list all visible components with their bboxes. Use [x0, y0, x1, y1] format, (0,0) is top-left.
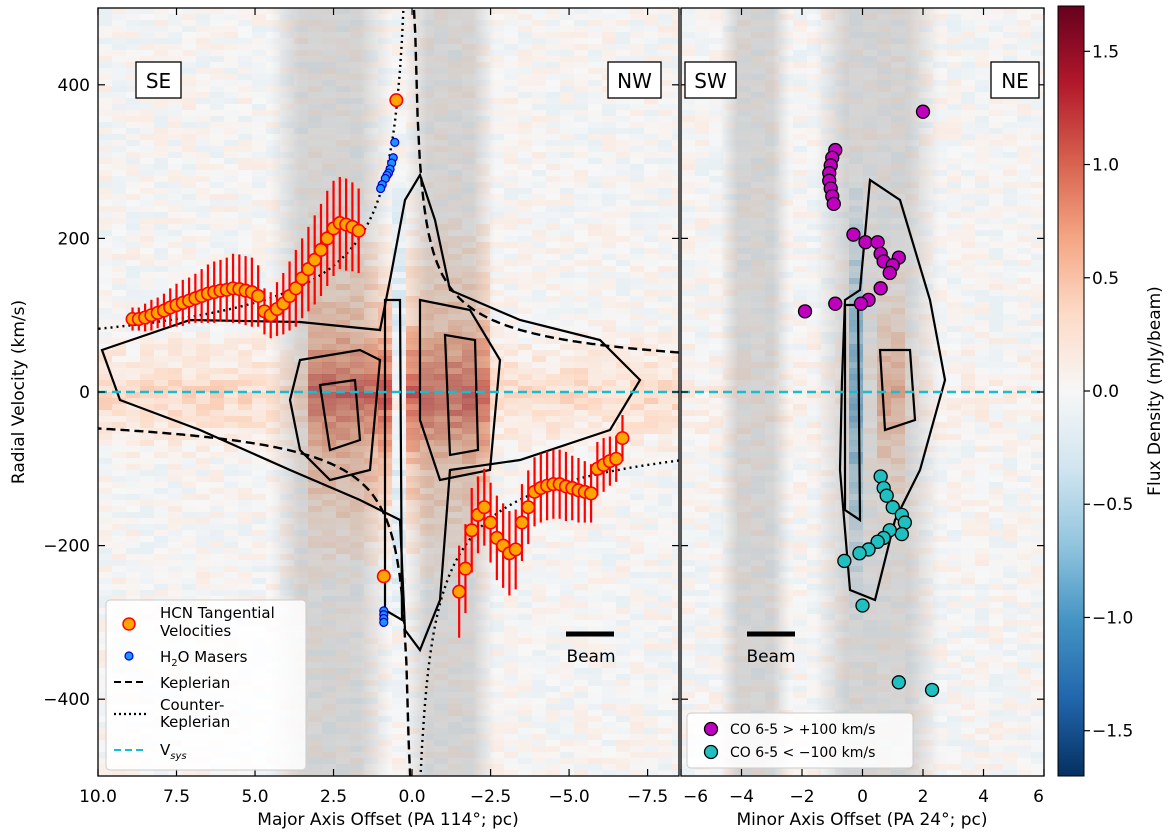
hcn-point	[585, 487, 597, 499]
x-tick-label-minor: 2	[918, 787, 929, 807]
hcn-point	[315, 244, 327, 256]
corner-label-sw: SW	[685, 62, 736, 98]
legend-counter-label-1: Counter-	[160, 696, 224, 714]
colorbar: 1.5 1.0 0.5 0.0 −0.5 −1.0 −1.5 Flux Density (m…	[1058, 6, 1165, 776]
colorbar-tick-label: 0.5	[1092, 269, 1119, 289]
colorbar-tick-label: −1.0	[1092, 608, 1133, 628]
x-tick-label-major: 5.0	[242, 787, 269, 807]
co-negative-point	[856, 599, 869, 612]
y-tick-label: −400	[43, 690, 90, 710]
x-tick-label-major: −7.5	[627, 787, 668, 807]
maser-point	[391, 138, 399, 146]
hcn-point	[616, 432, 628, 444]
x-tick-label-minor: −4	[729, 787, 754, 807]
legend-right: CO 6-5 > +100 km/s CO 6-5 < −100 km/s	[687, 713, 913, 768]
legend-counter-label-2: Keplerian	[160, 713, 230, 731]
legend-left: HCN Tangential Velocities H2O Masers Kep…	[106, 600, 306, 770]
corner-label-se: SE	[136, 62, 181, 98]
co-negative-point	[838, 554, 851, 567]
legend-hcn-label-1: HCN Tangential	[160, 604, 275, 622]
corner-label-nw: NW	[608, 62, 661, 98]
co-negative-point	[895, 528, 908, 541]
x-tick-label-major: 0.0	[399, 787, 426, 807]
corner-label-se-text: SE	[146, 69, 171, 93]
beam-label-left: Beam	[566, 647, 615, 667]
legend-co-negative-marker	[705, 746, 718, 759]
co-positive-point	[827, 197, 840, 210]
co-positive-point	[874, 282, 887, 295]
colorbar-tick-label: 1.0	[1092, 156, 1119, 176]
corner-label-ne: NE	[991, 62, 1039, 98]
hcn-point	[459, 562, 471, 574]
y-tick-label: −200	[43, 537, 90, 557]
x-tick-label-minor: −2	[789, 787, 814, 807]
colorbar-tick-label: −0.5	[1092, 495, 1133, 515]
legend-hcn-marker	[123, 618, 135, 630]
maser-point	[377, 184, 385, 192]
legend-keplerian-label: Keplerian	[160, 674, 230, 692]
y-tick-label: 400	[58, 76, 90, 96]
x-tick-label-minor: −6	[683, 787, 708, 807]
co-positive-point	[859, 236, 872, 249]
co-positive-point	[854, 297, 867, 310]
hcn-point	[252, 290, 264, 302]
hcn-point	[378, 570, 390, 582]
x-tick-label-major: 2.5	[320, 787, 347, 807]
colorbar-tick-label: −1.5	[1092, 722, 1133, 742]
co-positive-point	[917, 105, 930, 118]
hcn-point	[484, 516, 496, 528]
y-axis-label: Radial Velocity (km/s)	[9, 300, 29, 484]
co-positive-point	[847, 228, 860, 241]
hcn-point	[610, 453, 622, 465]
hcn-point	[509, 543, 521, 555]
minor-axis-panel: −6 −4 −2 0 2 4 6	[681, 8, 1046, 807]
maser-point	[380, 618, 388, 626]
colorbar-tick-label: 0.0	[1092, 382, 1119, 402]
hcn-point	[516, 516, 528, 528]
co-negative-point	[926, 683, 939, 696]
hcn-point	[453, 585, 465, 597]
x-tick-label-major: −2.5	[470, 787, 511, 807]
minor-axis-x-label: Minor Axis Offset (PA 24°; pc)	[737, 810, 988, 830]
co-positive-point	[883, 266, 896, 279]
colorbar-ticks: 1.5 1.0 0.5 0.0 −0.5 −1.0 −1.5	[1084, 42, 1133, 741]
corner-label-nw-text: NW	[617, 69, 652, 93]
major-axis-x-label: Major Axis Offset (PA 114°; pc)	[257, 810, 518, 830]
co-positive-point	[829, 297, 842, 310]
x-tick-label-major: 10.0	[79, 787, 117, 807]
legend-co-negative-label: CO 6-5 < −100 km/s	[730, 745, 875, 761]
hcn-point	[466, 524, 478, 536]
y-tick-label: 200	[58, 229, 90, 249]
x-tick-label-minor: 4	[978, 787, 989, 807]
beam-label-right: Beam	[746, 647, 795, 667]
corner-label-ne-text: NE	[1001, 69, 1029, 93]
x-tick-label-minor: 6	[1033, 787, 1044, 807]
hcn-point	[390, 94, 402, 106]
hcn-point	[522, 501, 534, 513]
legend-hcn-label-2: Velocities	[160, 622, 231, 640]
legend-co-positive-label: CO 6-5 > +100 km/s	[730, 722, 875, 738]
colorbar-label: Flux Density (mJy/beam)	[1145, 286, 1165, 496]
hcn-point	[352, 225, 364, 237]
co-negative-point	[892, 676, 905, 689]
x-tick-label-major: −5.0	[548, 787, 589, 807]
x-tick-label-major: 7.5	[163, 787, 190, 807]
x-tick-label-minor: 0	[857, 787, 868, 807]
co-negative-point	[853, 547, 866, 560]
legend-maser-marker	[125, 652, 133, 660]
y-tick-label: 0	[79, 383, 90, 403]
co-positive-point	[799, 305, 812, 318]
corner-label-sw-text: SW	[694, 69, 727, 93]
legend-co-positive-marker	[705, 723, 718, 736]
hcn-point	[478, 501, 490, 513]
colorbar-bar	[1058, 6, 1084, 776]
colorbar-tick-label: 1.5	[1092, 42, 1119, 62]
